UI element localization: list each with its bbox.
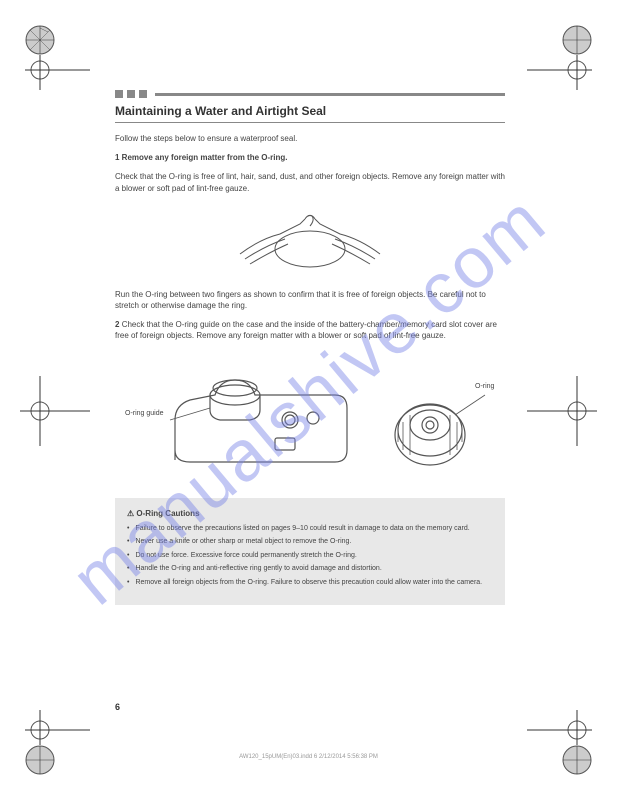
hands-oring-illustration <box>115 204 505 279</box>
crop-mark-top-right <box>527 20 597 90</box>
header-squares-icon <box>115 90 147 98</box>
page-number: 6 <box>115 702 120 712</box>
caution-box: ⚠ O-Ring Cautions Failure to observe the… <box>115 498 505 606</box>
caution-item: Never use a knife or other sharp or meta… <box>127 537 493 548</box>
step3-text: 2 Check that the O-ring guide on the cas… <box>115 319 505 341</box>
caution-title: ⚠ O-Ring Cautions <box>127 508 493 520</box>
header-rule <box>115 90 505 98</box>
camera-illustration-row: O-ring guide O-ring <box>115 350 505 490</box>
caution-item: Remove all foreign objects from the O-ri… <box>127 578 493 589</box>
step1-title: 1 Remove any foreign matter from the O-r… <box>115 152 505 163</box>
label-oring-guide: O-ring guide <box>125 410 164 417</box>
footer-meta: AW120_15pUM(En)03.indd 6 2/12/201 <box>239 754 378 760</box>
caution-item: Do not use force. Excessive force could … <box>127 551 493 562</box>
divider <box>115 122 505 123</box>
crop-mark-mid-left <box>20 376 90 446</box>
crop-mark-bottom-right <box>527 710 597 780</box>
step1-text: Check that the O-ring is free of lint, h… <box>115 171 505 193</box>
crop-mark-bottom-left <box>20 710 90 780</box>
caution-item: Failure to observe the precautions liste… <box>127 524 493 535</box>
section-title: Maintaining a Water and Airtight Seal <box>115 104 505 118</box>
crop-mark-top-left <box>20 20 90 90</box>
label-oring: O-ring <box>475 383 495 390</box>
intro-text: Follow the steps below to ensure a water… <box>115 133 505 144</box>
crop-mark-mid-right <box>527 376 597 446</box>
step2-text: Run the O-ring between two fingers as sh… <box>115 289 505 311</box>
caution-item: Handle the O-ring and anti-reflective ri… <box>127 564 493 575</box>
page-content: Maintaining a Water and Airtight Seal Fo… <box>115 90 505 605</box>
